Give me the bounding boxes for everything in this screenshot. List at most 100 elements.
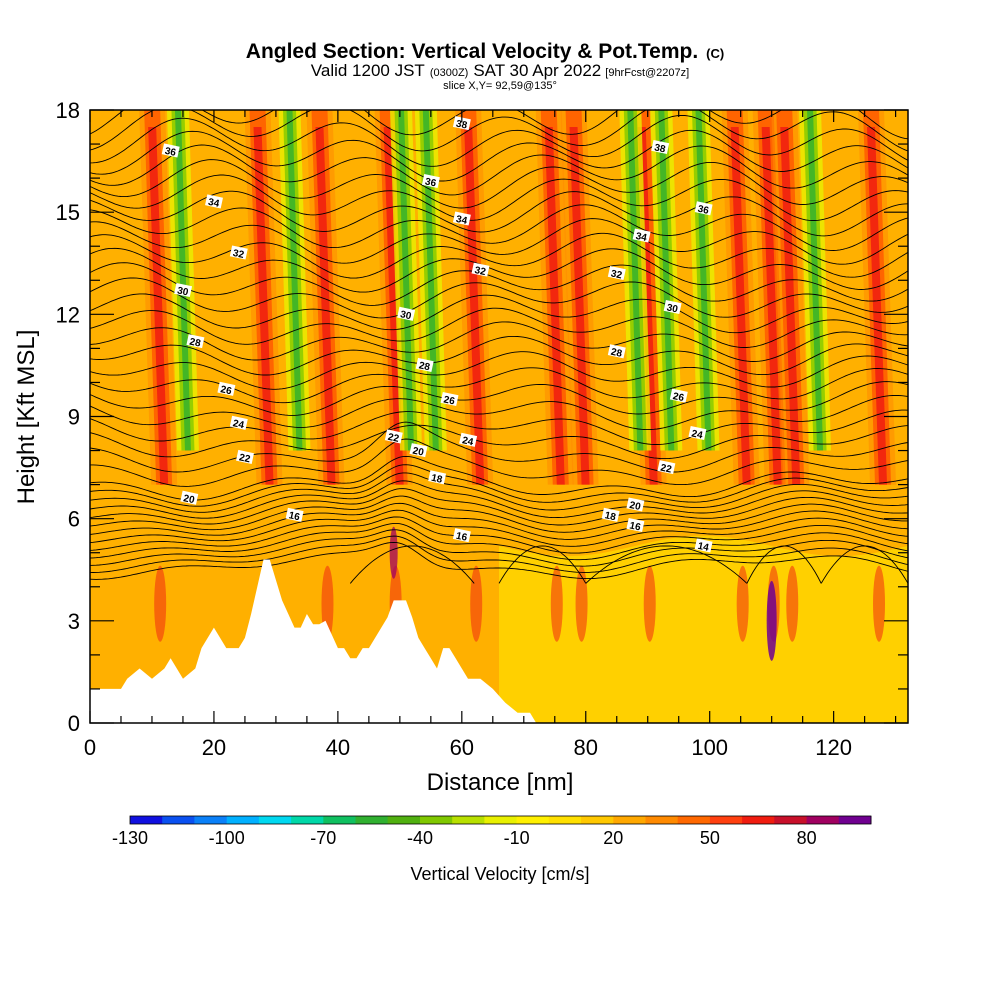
updraft-band — [569, 127, 590, 485]
contour-label-text: 36 — [164, 146, 178, 159]
isentrope-line — [90, 277, 908, 319]
terrain-mask — [90, 559, 908, 723]
contour-label: 32 — [471, 262, 490, 278]
colorbar-swatch — [806, 816, 840, 824]
y-tick-label: 6 — [68, 507, 80, 532]
contour-label: 36 — [161, 143, 180, 159]
isentrope-line — [90, 321, 908, 362]
updraft-low-core — [643, 565, 656, 642]
strong-updraft-core — [766, 580, 777, 661]
low-level-contour — [746, 545, 822, 584]
colorbar-tick-label: 50 — [700, 828, 720, 848]
colorbar-tick-label: -40 — [407, 828, 433, 848]
downdraft-band — [695, 110, 712, 451]
isentrope-line — [90, 159, 908, 209]
colorbar-swatch — [548, 816, 582, 824]
contour-label-text: 32 — [474, 265, 488, 278]
updraft-band — [148, 127, 169, 485]
downdraft-band — [658, 110, 675, 451]
isentrope-line — [90, 424, 908, 460]
chart-subtitle: Valid 1200 JST (0300Z) SAT 30 Apr 2022 [9hr… — [311, 61, 689, 80]
contour-label: 30 — [174, 282, 193, 299]
x-tick-label: 0 — [84, 735, 96, 760]
isentrope-line — [90, 262, 908, 306]
colorbar-swatch — [291, 816, 324, 824]
isentrope-line — [90, 488, 908, 526]
colorbar-swatch — [838, 816, 872, 824]
colorbar-swatch — [355, 816, 389, 824]
contour-label: 36 — [421, 173, 440, 190]
colorbar-swatch — [420, 816, 453, 824]
contour-label-text: 24 — [690, 428, 704, 441]
contour-label: 24 — [229, 415, 248, 431]
colorbar — [129, 815, 872, 825]
colorbar-frame — [129, 815, 872, 825]
contour-label: 36 — [694, 201, 713, 217]
updraft-low-core — [550, 565, 563, 642]
contour-label: 32 — [229, 245, 248, 261]
isentrope-line — [90, 395, 908, 431]
colorbar-swatch — [162, 816, 195, 824]
contour-label-text: 28 — [418, 360, 432, 373]
contour-label: 32 — [607, 265, 626, 282]
isentrope-line — [90, 190, 908, 237]
isentrope-line — [90, 509, 908, 547]
contour-label: 16 — [285, 507, 304, 523]
colorbar-swatch — [581, 816, 614, 824]
contour-label-text: 22 — [238, 452, 252, 465]
contour-label: 38 — [452, 116, 471, 132]
colorbar-swatch — [226, 816, 260, 824]
contour-label: 26 — [669, 388, 688, 404]
updraft-band — [867, 127, 888, 485]
contour-label: 26 — [440, 391, 459, 408]
contour-label-text: 28 — [188, 337, 202, 350]
contour-label: 24 — [688, 425, 707, 442]
isentrope-line — [90, 421, 908, 473]
isentrope-line — [90, 247, 908, 293]
contour-label-text: 34 — [635, 231, 649, 244]
isentrope-line — [90, 110, 908, 152]
isentrope-line — [90, 293, 908, 334]
contour-label: 18 — [601, 507, 620, 523]
chart-title: Angled Section: Vertical Velocity & Pot.… — [246, 40, 724, 63]
contour-label-text: 30 — [176, 285, 190, 298]
isentrope-line — [90, 129, 908, 182]
colorbar-swatch — [258, 816, 292, 824]
colorbar-swatch — [130, 816, 163, 824]
colorbar-swatch — [323, 816, 356, 824]
contour-label-text: 22 — [659, 463, 673, 476]
contour-label-text: 18 — [430, 473, 444, 486]
isentrope-line — [90, 464, 908, 507]
downdraft-band — [174, 110, 191, 451]
contour-label-text: 36 — [424, 176, 438, 189]
y-tick-label: 12 — [56, 302, 80, 327]
contour-label: 24 — [459, 432, 478, 448]
colorbar-swatch — [452, 816, 485, 824]
contour-label-text: 20 — [628, 500, 642, 513]
colorbar-tick-label: -130 — [112, 828, 148, 848]
contour-label-text: 36 — [697, 204, 711, 217]
contour-label-text: 20 — [412, 446, 426, 459]
isentrope-line — [90, 351, 908, 390]
contour-label-text: 26 — [672, 391, 686, 404]
updraft-low-core — [736, 565, 749, 642]
isentrope-line — [90, 516, 908, 554]
colorbar-tick-label: 20 — [603, 828, 623, 848]
contour-label-text: 26 — [443, 394, 457, 407]
colorbar-tick-label: -100 — [209, 828, 245, 848]
contour-label-text: 32 — [232, 248, 246, 261]
contour-label: 28 — [415, 357, 434, 373]
y-tick-label: 15 — [56, 200, 80, 225]
y-tick-label: 18 — [56, 98, 80, 123]
pot-temp-contours — [90, 110, 908, 584]
contour-label-text: 30 — [666, 302, 680, 315]
colorbar-tick-label: -70 — [310, 828, 336, 848]
downdraft-band — [627, 110, 644, 451]
low-level-contour — [585, 545, 748, 584]
x-tick-label: 60 — [450, 735, 474, 760]
isentrope-line — [90, 480, 908, 519]
isentrope-line — [90, 218, 908, 265]
contour-label-text: 38 — [455, 119, 469, 132]
colorbar-swatch — [613, 816, 646, 824]
isentrope-line — [90, 529, 908, 567]
